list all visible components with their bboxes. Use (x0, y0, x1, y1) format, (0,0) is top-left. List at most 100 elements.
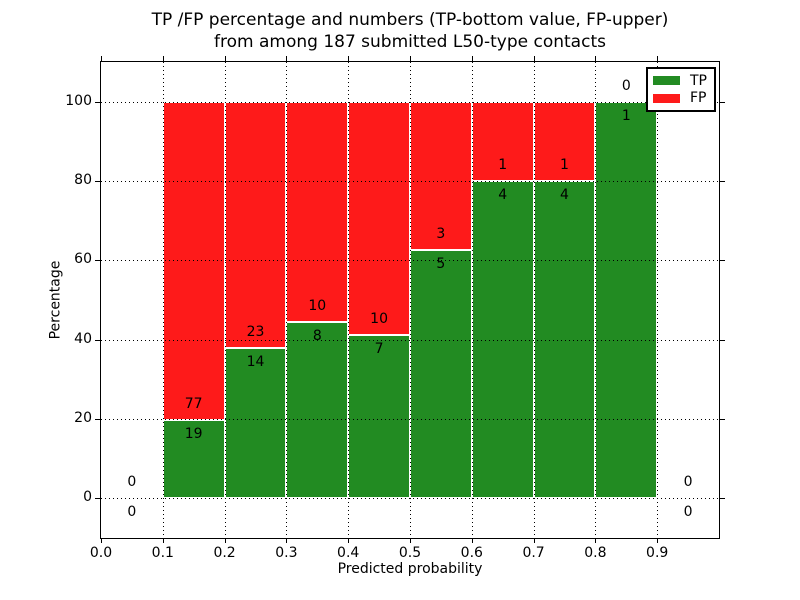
x-tick-mark-top (286, 56, 288, 61)
y-tick-label: 80 (74, 172, 92, 188)
y-tick-label: 20 (74, 410, 92, 426)
tp-count-label: 7 (374, 340, 384, 357)
tp-legend-swatch (653, 76, 680, 86)
x-tick-mark-top (533, 56, 535, 61)
tp-count-label: 4 (560, 187, 569, 203)
y-tick-mark (95, 260, 100, 262)
fp-count-label: 10 (308, 298, 327, 315)
x-tick-mark (657, 539, 659, 543)
x-axis-label: Predicted probability (337, 561, 483, 577)
v-gridline (471, 62, 473, 538)
x-tick-mark (471, 539, 473, 543)
x-tick-mark (286, 539, 288, 543)
x-tick-mark (595, 539, 597, 543)
x-tick-mark (410, 539, 411, 543)
tp-count-label: 8 (312, 328, 322, 345)
x-tick-label: 0.6 (460, 545, 483, 561)
x-tick-label: 0.4 (337, 545, 360, 561)
x-tick-mark-top (101, 56, 102, 61)
x-tick-label: 0.2 (213, 545, 236, 561)
x-tick-mark (533, 539, 535, 543)
x-tick-mark-top (410, 56, 411, 61)
fp-legend-swatch (653, 93, 680, 103)
y-tick-label: 60 (74, 251, 92, 268)
v-gridline (657, 62, 659, 538)
y-tick-mark (95, 498, 100, 500)
x-tick-label: 0.8 (584, 545, 607, 561)
x-tick-mark (162, 539, 164, 543)
y-tick-label: 40 (74, 330, 92, 347)
fp-count-label: 77 (184, 395, 203, 412)
x-tick-mark-top (348, 56, 350, 61)
y-tick-mark (95, 339, 100, 341)
y-axis-label: Percentage (46, 260, 63, 340)
x-tick-label: 0.9 (646, 545, 669, 561)
y-tick-mark-right (720, 419, 725, 420)
x-tick-label: 0.3 (275, 545, 298, 561)
y-tick-mark-right (720, 101, 725, 103)
v-gridline (162, 62, 164, 538)
y-tick-mark (95, 181, 100, 182)
legend: TP FP (646, 67, 716, 112)
tp-bar-segment (348, 334, 410, 499)
x-tick-label: 0.5 (398, 545, 422, 561)
x-tick-label: 0.1 (151, 545, 174, 561)
x-tick-label: 0.0 (89, 545, 113, 561)
tp-count-label: 5 (436, 256, 446, 273)
tp-bar-segment (410, 250, 472, 499)
fp-count-label: 0 (683, 474, 693, 491)
y-tick-mark-right (720, 339, 725, 341)
tp-bar-segment (286, 322, 349, 499)
v-gridline (595, 62, 597, 538)
fp-count-label: 10 (370, 310, 389, 327)
x-tick-mark (348, 539, 350, 543)
chart-title-line1: TP /FP percentage and numbers (TP-bottom… (151, 10, 669, 30)
x-tick-mark-top (162, 56, 164, 61)
tp-count-label: 19 (184, 425, 203, 442)
x-tick-mark (224, 539, 226, 543)
v-gridline (348, 62, 350, 538)
tp-count-label: 1 (621, 107, 631, 124)
x-tick-mark-top (595, 56, 597, 61)
y-tick-label: 0 (83, 489, 92, 506)
y-axis-label-wrap: Percentage (0, 61, 110, 539)
fp-bar-segment (348, 101, 410, 335)
fp-bar-segment (224, 101, 287, 349)
v-gridline (224, 62, 226, 538)
fp-count-label: 0 (127, 474, 137, 491)
y-tick-mark-right (720, 260, 725, 262)
legend-item-tp: TP (653, 72, 709, 90)
v-gridline (286, 62, 288, 538)
v-gridline (533, 62, 535, 538)
v-gridline (410, 62, 411, 538)
x-tick-mark (101, 539, 102, 543)
tp-legend-label: TP (690, 72, 707, 89)
x-tick-mark-top (471, 56, 473, 61)
tp-count-label: 4 (498, 187, 508, 203)
fp-bar-segment (286, 101, 349, 323)
y-tick-mark-right (720, 498, 725, 500)
chart-title: TP /FP percentage and numbers (TP-bottom… (100, 9, 720, 53)
y-tick-label: 100 (65, 92, 92, 109)
x-tick-label: 0.7 (522, 545, 545, 561)
fp-count-label: 23 (246, 324, 265, 341)
plot-area: 0 0 77 19 23 14 10 8 10 7 3 5 1 4 1 4 0 1 0 0 (95, 56, 725, 543)
fp-count-label: 0 (621, 77, 631, 94)
chart-title-line2: from among 187 submitted L50-type contac… (214, 32, 606, 52)
tp-bar-segment (224, 348, 287, 499)
x-tick-mark-top (224, 56, 226, 61)
fp-count-label: 1 (560, 157, 569, 173)
y-tick-mark (95, 101, 100, 103)
tp-bar-segment (595, 101, 658, 499)
tp-count-label: 0 (127, 504, 137, 521)
x-tick-mark-top (657, 56, 659, 61)
legend-item-fp: FP (653, 90, 709, 108)
y-tick-mark (95, 419, 100, 420)
fp-count-label: 1 (498, 157, 508, 173)
tp-count-label: 14 (246, 354, 265, 371)
y-tick-mark-right (720, 181, 725, 182)
fp-legend-label: FP (690, 90, 707, 107)
tp-count-label: 0 (683, 504, 693, 521)
fp-count-label: 3 (436, 226, 446, 243)
